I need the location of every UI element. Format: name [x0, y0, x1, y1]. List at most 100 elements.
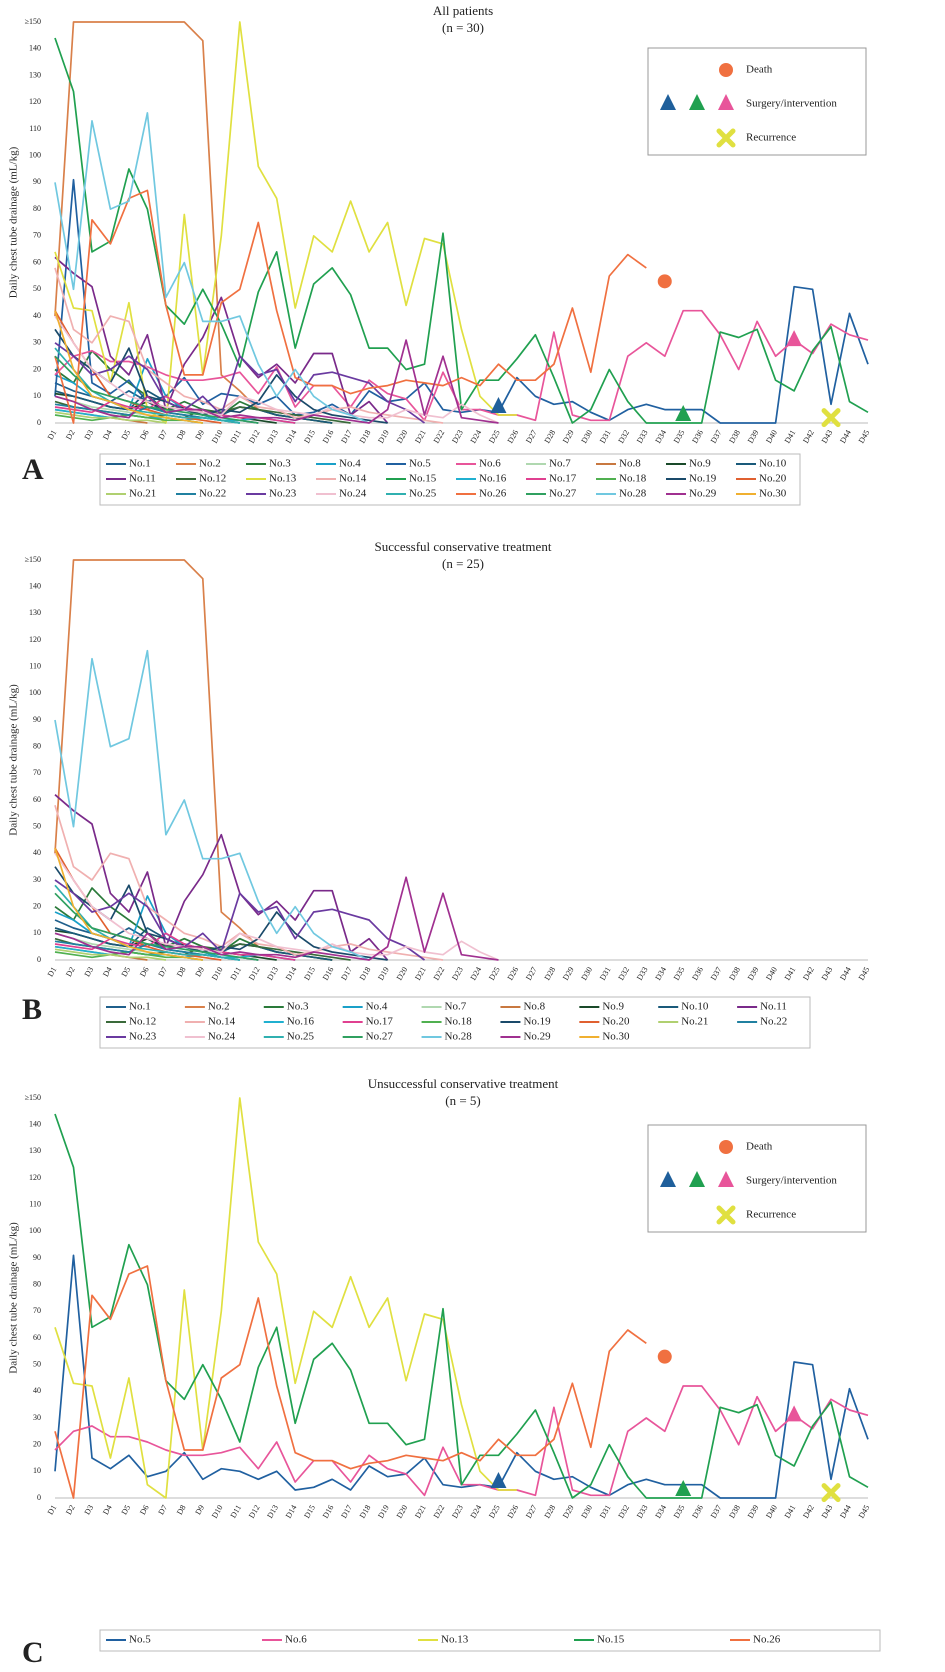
surgery-marker: [660, 1171, 676, 1187]
y-tick-label: 130: [29, 1146, 41, 1155]
x-tick-label: D6: [138, 428, 151, 441]
legend-label: No.2: [208, 1001, 230, 1013]
x-tick-label: D30: [579, 1503, 594, 1519]
x-tick-label: D2: [64, 965, 77, 978]
x-tick-label: D9: [193, 428, 206, 441]
legend-label: No.20: [759, 473, 787, 485]
x-tick-label: D7: [156, 965, 169, 978]
y-tick-label: 10: [33, 1466, 41, 1475]
y-tick-label: 30: [33, 875, 41, 884]
x-tick-label: D38: [727, 1503, 742, 1519]
x-tick-label: D24: [469, 965, 484, 981]
x-tick-label: D10: [210, 428, 225, 444]
x-tick-label: D7: [156, 428, 169, 441]
death-marker: [719, 1140, 733, 1154]
y-tick-label: 10: [33, 928, 41, 937]
x-tick-label: D43: [820, 1503, 835, 1519]
legend-label: No.26: [479, 488, 507, 500]
x-tick-label: D31: [598, 965, 613, 981]
y-tick-label: 10: [33, 391, 41, 400]
x-tick-label: D17: [339, 428, 354, 444]
x-tick-label: D5: [120, 965, 133, 978]
legend-label: No.8: [523, 1001, 545, 1013]
x-tick-label: D9: [193, 1503, 206, 1516]
y-tick-label: 50: [33, 821, 41, 830]
x-tick-label: D11: [229, 1503, 244, 1519]
y-tick-label: 110: [29, 1199, 41, 1208]
x-tick-label: D10: [210, 1503, 225, 1519]
x-tick-label: D32: [616, 965, 631, 981]
x-tick-label: D32: [616, 1503, 631, 1519]
x-tick-label: D43: [820, 428, 835, 444]
recurrence-marker: [716, 1205, 736, 1225]
series-line: [54, 1265, 647, 1499]
x-tick-label: D45: [857, 428, 872, 444]
legend-label: No.12: [129, 1016, 156, 1028]
x-tick-label: D37: [709, 1503, 724, 1519]
legend-label: No.4: [366, 1001, 388, 1013]
y-tick-label: 0: [37, 955, 41, 964]
x-tick-label: D39: [746, 965, 761, 981]
legend-label: No.25: [409, 488, 437, 500]
x-tick-label: D34: [653, 1503, 668, 1519]
x-tick-label: D10: [210, 965, 225, 981]
series-line: [54, 355, 259, 424]
surgery-marker: [718, 1171, 734, 1187]
x-tick-label: D25: [487, 965, 502, 981]
legend-label: No.13: [441, 1634, 469, 1646]
x-tick-label: D11: [229, 428, 244, 444]
x-tick-label: D3: [83, 965, 96, 978]
x-tick-label: D27: [524, 965, 539, 981]
y-tick-label: 70: [33, 768, 41, 777]
legend-label: No.4: [339, 458, 361, 470]
death-marker: [657, 274, 672, 289]
y-tick-label: 80: [33, 741, 41, 750]
x-tick-label: D2: [64, 1503, 77, 1516]
y-tick-label: 0: [37, 418, 41, 427]
x-tick-label: D11: [229, 965, 244, 981]
x-tick-label: D2: [64, 428, 77, 441]
x-tick-label: D16: [321, 1503, 336, 1519]
y-tick-label: 130: [29, 608, 41, 617]
x-tick-label: D32: [616, 428, 631, 444]
marker-legend-box: [647, 1124, 867, 1233]
x-tick-label: D16: [321, 965, 336, 981]
legend-label: No.22: [760, 1016, 787, 1028]
x-tick-label: D5: [120, 1503, 133, 1516]
legend-label: No.29: [523, 1031, 551, 1043]
legend-label: No.6: [285, 1634, 307, 1646]
series-line: [54, 347, 240, 424]
x-tick-label: D13: [265, 965, 280, 981]
x-tick-label: D45: [857, 965, 872, 981]
x-tick-label: D4: [101, 965, 114, 978]
x-tick-label: D33: [635, 428, 650, 444]
y-tick-label: ≥150: [25, 555, 41, 564]
y-tick-label: 40: [33, 1386, 41, 1395]
x-tick-label: D22: [432, 428, 447, 444]
series-line: [54, 805, 444, 961]
x-tick-label: D40: [764, 1503, 779, 1519]
series-line: [54, 649, 370, 961]
x-tick-label: D12: [247, 965, 262, 981]
surgery-marker: [786, 330, 803, 347]
y-tick-label: 20: [33, 1439, 41, 1448]
series-line: [54, 339, 499, 424]
x-tick-label: D18: [358, 1503, 373, 1519]
legend-label: No.12: [199, 473, 226, 485]
x-tick-label: D24: [469, 428, 484, 444]
y-tick-label: 60: [33, 795, 41, 804]
legend-label: No.24: [339, 488, 367, 500]
y-tick-label: 120: [29, 635, 41, 644]
series-line: [54, 342, 426, 424]
legend-label: No.17: [549, 473, 577, 485]
legend-label: No.28: [445, 1031, 473, 1043]
y-tick-label: 140: [29, 1119, 41, 1128]
x-tick-label: D4: [101, 428, 114, 441]
surgery-marker: [675, 1480, 692, 1496]
chart-subtitle: (n = 5): [445, 1093, 481, 1108]
x-tick-label: D44: [838, 965, 853, 981]
x-tick-label: D8: [175, 965, 188, 978]
x-tick-label: D45: [857, 1503, 872, 1519]
